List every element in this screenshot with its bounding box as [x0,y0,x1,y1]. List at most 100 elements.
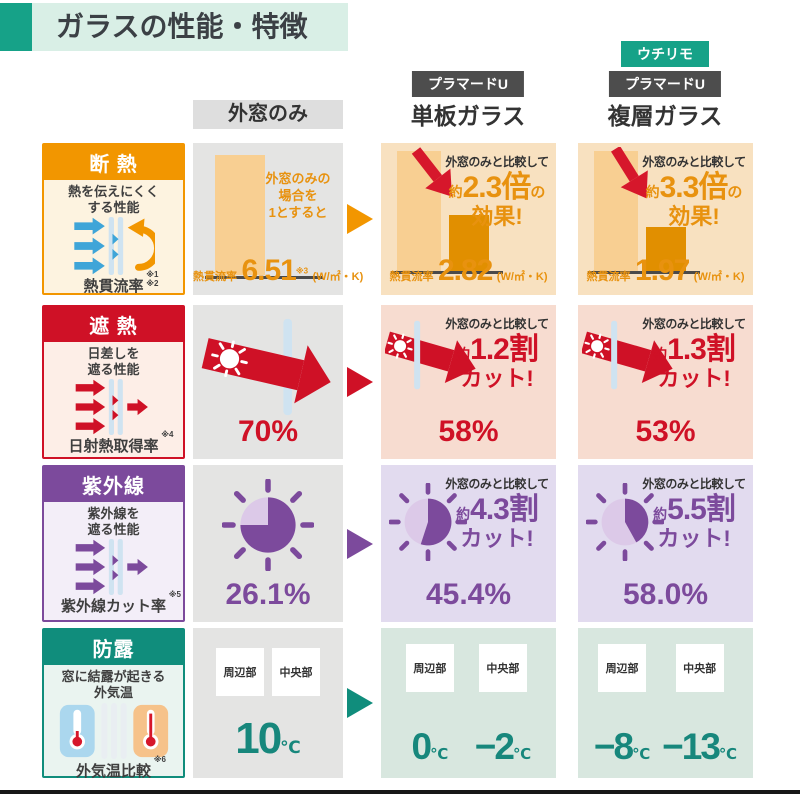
zone-perimeter: 周辺部 [598,644,647,692]
temp-value: −13 [662,726,721,767]
badge-uchirimo: ウチリモ [621,41,709,67]
compare-text: 外窓のみと比較して [445,477,549,491]
zone-perimeter: 周辺部 [405,644,454,692]
comparison-note: 外窓のみと比較して 約5.5割 カット! [638,475,750,551]
right-arrow-icon [347,688,373,718]
double-value: 53% [635,415,696,448]
row-uv: 紫外線 紫外線を 遮る性能 紫外線カット率 ※5 [0,465,800,622]
page-title: ガラスの性能・特徴 [32,3,348,51]
dew-desc: 窓に結露が起きる 外気温 [61,669,166,701]
effect-word: 効果! [471,203,523,229]
zone-labels: 周辺部 中央部 [193,648,343,696]
effect-word: 効果! [668,203,720,229]
column-header-double: 複層ガラス [607,103,723,129]
uv-double-cell: 外窓のみと比較して 約5.5割 カット! 58.0% [578,465,753,622]
baseline-value: 熱貫流率 6.51※3 (W/㎡・K) [193,254,363,288]
insulation-double-cell: 外窓のみと比較して 約3.3倍の 効果! 熱貫流率 1.97 (W/㎡・K) [578,143,753,295]
double-value: 58.0% [622,578,709,611]
comparison-note: 外窓のみと比較して 約1.2割 カット! [441,315,553,391]
metric-notes: ※4 [161,429,174,439]
metric-text: 熱貫流率 [389,271,434,283]
insulation-metric-label: 熱貫流率 ※1 ※2 [83,270,158,296]
row-dew: 防露 窓に結露が起きる 外気温 外気温比較 ※6 周辺部 中央部 [0,628,800,781]
zone-perimeter: 周辺部 [216,648,264,696]
unit-text: (W/㎡・K) [312,271,364,283]
zone-center: 中央部 [478,644,527,692]
temp-value-group: −8℃ [594,726,650,768]
metric-notes: ※1 ※2 [146,269,159,288]
decline-arrow-icon [611,147,648,199]
comparison-note: 外窓のみと比較して 約4.3割 カット! [441,475,553,551]
column-header-baseline: 外窓のみ [193,100,343,129]
temp-value-group: 0℃ [412,726,449,768]
unit-text: (W/㎡・K) [496,271,548,283]
decline-arrow-icon [411,147,452,197]
insulation-title: 断 熱 [44,145,183,180]
perimeter-column: 周辺部 −8℃ [594,644,650,768]
uv-single-cell: 外窓のみと比較して 約4.3割 カット! 45.4% [381,465,556,622]
compare-text: 外窓のみと比較して [445,155,549,169]
thermometers-icon [58,702,170,760]
u-value: 1.97 [634,254,690,287]
double-value: 熱貫流率 1.97 (W/㎡・K) [578,254,753,288]
approx-text: 約 [448,184,463,200]
temp-value-group: −2℃ [475,726,531,768]
uv-metric-label: 紫外線カット率 ※5 [61,590,181,616]
approx-text: 約 [653,346,668,362]
sun-block-glass-icon [73,378,155,435]
insulation-single-cell: 外窓のみと比較して 約2.3倍の 効果! 熱貫流率 2.82 (W/㎡・K) [381,143,556,295]
temp-unit: ℃ [280,738,301,757]
dew-baseline-cell: 周辺部 中央部 10℃ [193,628,343,778]
compare-text: 外窓のみと比較して [642,155,746,169]
temp-unit: ℃ [718,746,738,763]
dew-label-card: 防露 窓に結露が起きる 外気温 外気温比較 ※6 [42,628,185,781]
shading-label-card: 遮 熱 日差しを 遮る性能 日射熱取得率 ※4 [42,305,185,459]
metric-text: 外気温比較 [75,762,151,780]
effect-value: 1.3割 [667,333,736,366]
insulation-label-card: 断 熱 熱を伝えにくく する性能 熱貫流率 ※1 ※2 [42,143,185,295]
temp-value: −8 [593,726,634,767]
temperature-comparison: 周辺部 −8℃ 中央部 −13℃ [578,628,753,778]
temperature-comparison: 周辺部 0℃ 中央部 −2℃ [381,628,556,778]
shading-desc: 日差しを 遮る性能 [87,346,140,378]
single-value: 45.4% [425,578,512,611]
metric-text: 熱貫流率 [586,271,631,283]
dew-metric-label: 外気温比較 ※6 [75,755,166,781]
sun-pie-icon [389,483,467,561]
temp-unit: ℃ [512,746,532,763]
tail-text: の [530,184,546,201]
temp-value: −2 [474,726,515,767]
chart-axis [205,276,323,279]
temp-value: 10 [235,714,282,763]
heat-flow-glass-icon [73,216,155,275]
sun-arrow-icon [201,318,331,416]
metric-text: 熱貫流率 [83,277,144,295]
temp-value-group: −13℃ [662,726,737,768]
effect-line: 約1.2割 [441,334,553,366]
baseline-value: 70% [237,415,299,448]
insulation-baseline-cell: 外窓のみの 場合を 1とすると 熱貫流率 6.51※3 (W/㎡・K) [193,143,363,295]
effect-word: カット! [657,365,731,391]
uv-title: 紫外線 [44,467,183,502]
badge-plamado-double: プラマードU [608,71,722,97]
center-column: 中央部 −2℃ [475,644,531,768]
insulation-desc: 熱を伝えにくく する性能 [68,184,159,216]
approx-text: 約 [456,346,471,362]
metric-notes: ※6 [153,754,166,764]
baseline-temp: 10℃ [193,714,343,764]
shading-double-cell: 外窓のみと比較して 約1.3割 カット! 53% [578,305,753,459]
right-arrow-icon [347,367,373,397]
sun-arrow-icon [385,320,476,390]
effect-value: 3.3倍 [659,171,729,204]
sun-arrow-icon [582,320,673,390]
baseline-annotation: 外窓のみの 場合を 1とすると [265,171,331,220]
comparison-note: 外窓のみと比較して 約2.3倍の 効果! [441,153,553,229]
effect-line: 約5.5割 [638,494,750,526]
sun-pie-icon [586,483,664,561]
approx-text: 約 [456,506,471,522]
effect-value: 2.3倍 [462,171,532,204]
effect-value: 5.5割 [667,493,736,526]
bottom-divider [0,790,800,794]
effect-value: 4.3割 [470,493,539,526]
improved-bar [449,215,489,271]
